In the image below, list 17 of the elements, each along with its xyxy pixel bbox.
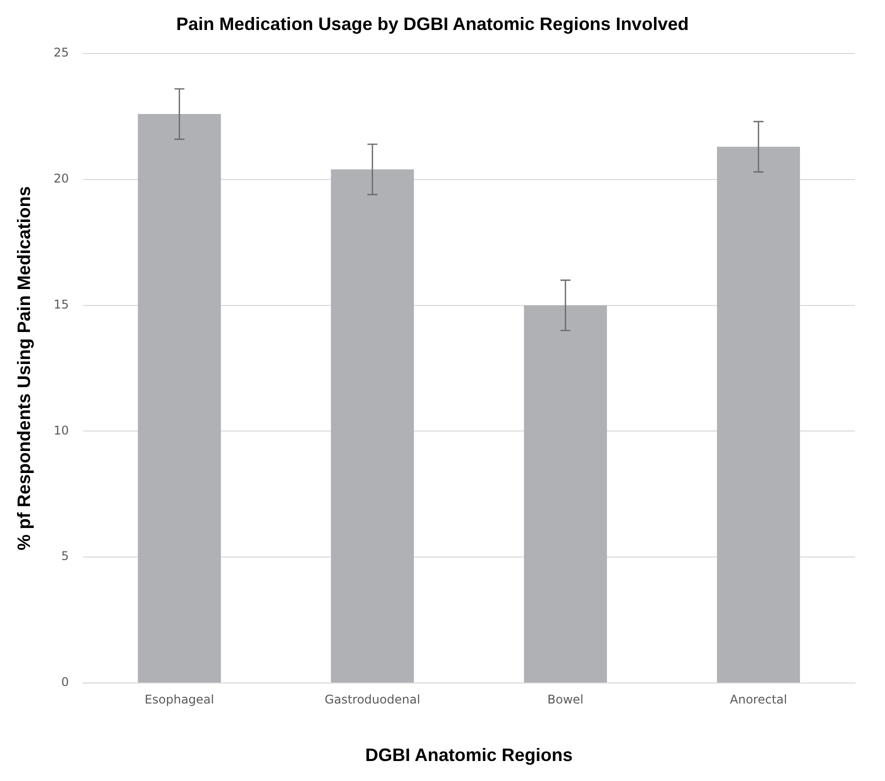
- y-tick-label: 0: [61, 675, 69, 690]
- y-tick-label: 20: [54, 172, 69, 186]
- x-tick-label: Esophageal: [144, 692, 214, 706]
- bar: [524, 305, 607, 682]
- x-tick-label: Anorectal: [730, 692, 788, 706]
- bar: [138, 114, 221, 682]
- x-tick-label: Bowel: [547, 692, 584, 706]
- bar: [716, 146, 800, 682]
- y-axis-title: % pf Respondents Using Pain Medications: [14, 186, 34, 550]
- bar: [330, 169, 414, 682]
- chart-title: Pain Medication Usage by DGBI Anatomic Regions Involved: [176, 14, 689, 34]
- x-tick-label: Gastroduodenal: [324, 692, 420, 706]
- y-tick-label: 10: [54, 423, 69, 438]
- y-tick-label: 5: [61, 549, 69, 564]
- y-tick-label: 25: [54, 46, 69, 60]
- x-axis-title: DGBI Anatomic Regions: [365, 745, 573, 766]
- y-tick-label: 15: [54, 297, 69, 312]
